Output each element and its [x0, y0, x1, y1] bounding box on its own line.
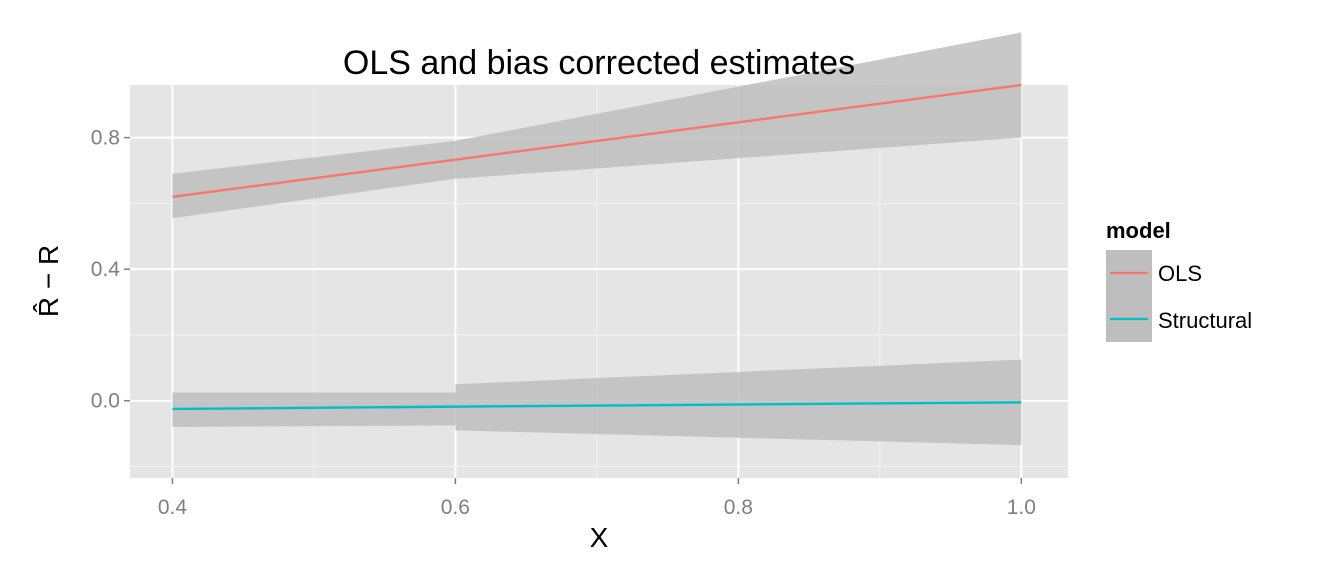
- minor-gridlines: [130, 85, 1068, 478]
- x-tick-label: 0.6: [441, 496, 470, 519]
- legend-item-structural: Structural: [1106, 296, 1252, 342]
- y-axis-label: R̂ − R: [33, 245, 64, 317]
- x-tick-label: 0.4: [158, 496, 188, 519]
- legend-item-ols: OLS: [1106, 250, 1202, 296]
- y-tick-label: 0.8: [91, 127, 120, 150]
- y-tick-label: 0.4: [91, 258, 121, 281]
- y-tick-label: 0.0: [91, 390, 120, 413]
- line-ols: [172, 83, 1022, 199]
- line-structural: [172, 401, 1022, 411]
- x-tick-label: 0.8: [724, 496, 753, 519]
- x-tick-label: 1.0: [1007, 496, 1036, 519]
- legend-title: model: [1106, 218, 1171, 243]
- y-axis: 0.0 0.4 0.8: [91, 127, 130, 413]
- x-axis-label: X: [590, 522, 609, 553]
- series-lines: [172, 83, 1022, 411]
- legend-label-structural: Structural: [1158, 308, 1252, 333]
- confidence-ribbons: [172, 32, 1022, 446]
- legend: model OLS Structural: [1106, 218, 1252, 342]
- chart-title: OLS and bias corrected estimates: [343, 44, 855, 82]
- x-axis: 0.4 0.6 0.8 1.0: [158, 478, 1036, 519]
- legend-label-ols: OLS: [1158, 261, 1202, 286]
- ribbon-ols: [172, 32, 1022, 219]
- ribbon-structural: [172, 359, 1022, 446]
